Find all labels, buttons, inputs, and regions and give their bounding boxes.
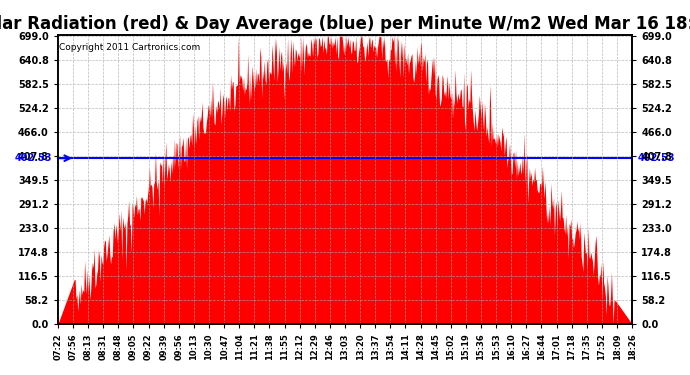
Text: 402.53: 402.53 bbox=[14, 153, 52, 163]
Text: 402.53: 402.53 bbox=[638, 153, 676, 163]
Text: Copyright 2011 Cartronics.com: Copyright 2011 Cartronics.com bbox=[59, 43, 200, 52]
Title: Solar Radiation (red) & Day Average (blue) per Minute W/m2 Wed Mar 16 18:41: Solar Radiation (red) & Day Average (blu… bbox=[0, 15, 690, 33]
